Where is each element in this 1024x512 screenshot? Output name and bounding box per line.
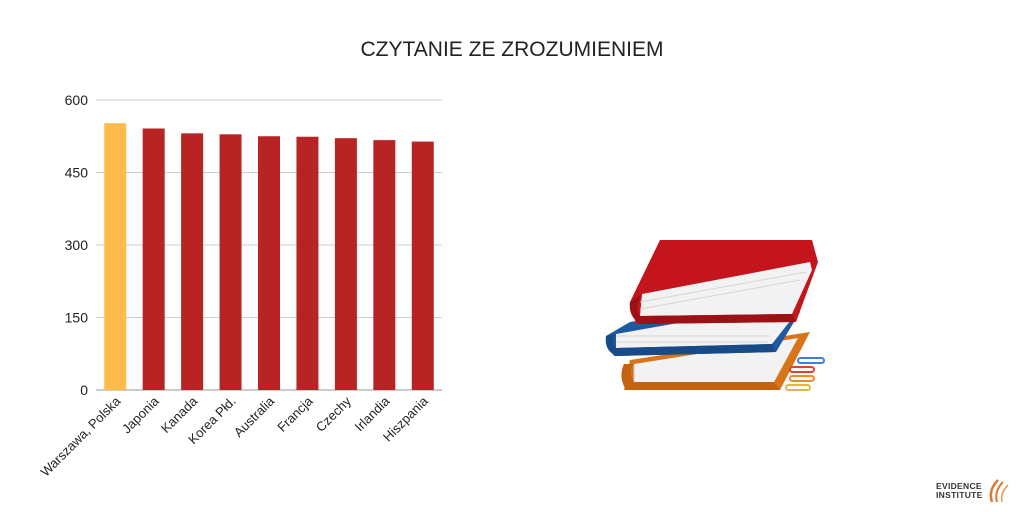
x-tick-label: Japonia [119, 393, 162, 436]
y-tick-label: 0 [80, 382, 88, 398]
bar [142, 128, 165, 390]
bar [373, 140, 396, 390]
bar [334, 138, 357, 390]
books-stack-icon [605, 240, 825, 391]
bars [104, 123, 434, 390]
bar-chart: 0 150 300 450 600 Warszawa, PolskaJaponiaKan… [37, 92, 442, 479]
logo-line-1: EVIDENCE [936, 481, 982, 491]
logo-line-2: INSTITUTE [936, 490, 983, 500]
logo-mark-icon [989, 479, 1009, 503]
bar [258, 136, 280, 390]
x-tick-label: Francja [274, 393, 316, 435]
x-tick-label: Czechy [313, 393, 355, 435]
bar [104, 123, 127, 390]
y-tick-label: 600 [65, 92, 89, 108]
x-tick-label: Australia [231, 393, 278, 440]
y-tick-label: 150 [65, 310, 89, 326]
bar [296, 136, 319, 390]
bar [219, 134, 242, 390]
x-tick-label: Warszawa, Polska [37, 393, 123, 479]
bar [411, 141, 434, 390]
y-tick-label: 450 [65, 165, 89, 181]
bar [181, 133, 204, 390]
y-tick-label: 300 [65, 237, 89, 253]
evidence-institute-logo: EVIDENCE INSTITUTE [936, 478, 1012, 504]
y-axis-ticks: 0 150 300 450 600 [65, 92, 89, 398]
paper-clips-icon [785, 357, 825, 391]
chart-title: CZYTANIE ZE ZROZUMIENIEM [360, 38, 664, 61]
